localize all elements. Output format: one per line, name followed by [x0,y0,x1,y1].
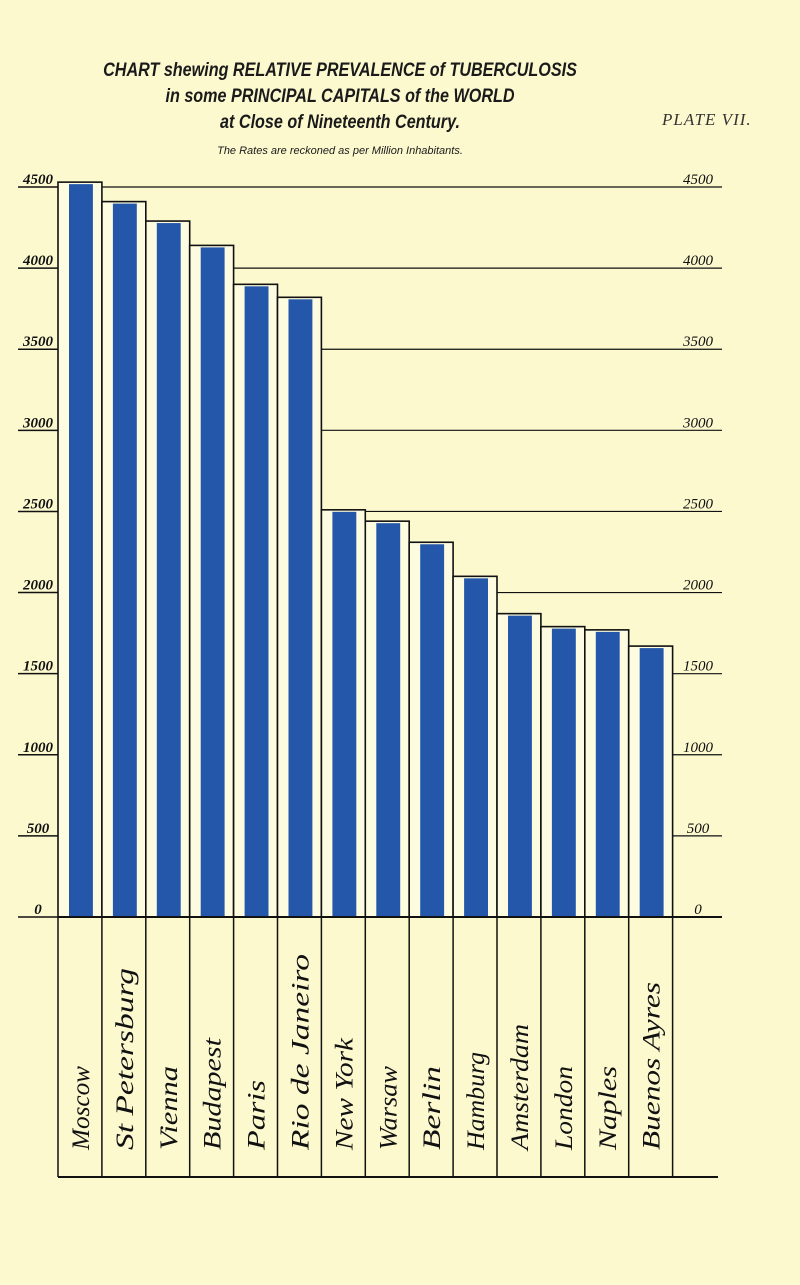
right-tick-label: 0 [694,902,702,918]
chart-title-line-1: CHART shewing RELATIVE PREVALENCE of TUB… [103,60,577,81]
category-label: St Petersburg [112,968,139,1150]
plate-label: PLATE VII. [662,110,752,129]
chart-title-line-2: in some PRINCIPAL CAPITALS of the WORLD [165,86,515,107]
bar [332,511,357,917]
left-tick-label: 0 [34,902,42,918]
chart-title-line-3: at Close of Nineteenth Century. [220,112,460,133]
right-tick-label: 2500 [683,496,714,512]
right-tick-label: 1500 [683,659,714,675]
bar [156,223,181,918]
left-tick-label: 1000 [23,740,54,756]
category-label: Rio de Janeiro [287,954,314,1151]
bar [288,299,313,917]
right-tick-label: 1000 [683,740,714,756]
category-label: Moscow [68,1066,95,1151]
bar [508,615,532,917]
right-tick-label: 500 [687,821,710,837]
bar [69,184,93,918]
category-label: Vienna [156,1066,183,1150]
bar [244,286,269,917]
chart-subtitle: The Rates are reckoned as per Million In… [217,145,463,157]
left-tick-label: 3500 [22,334,54,350]
left-tick-label: 4000 [22,253,54,269]
bar [639,648,664,917]
right-tick-label: 3500 [682,334,714,350]
category-label: Budapest [200,1037,227,1150]
category-label: New York [331,1037,358,1151]
left-tick-label: 2500 [22,496,54,512]
left-tick-label: 500 [27,821,50,837]
category-label: Hamburg [463,1052,490,1151]
right-tick-label: 4500 [683,172,714,188]
right-tick-label: 2000 [683,578,714,594]
left-tick-label: 3000 [22,415,54,431]
bar [200,247,225,917]
category-label: Berlin [419,1066,446,1150]
right-tick-label: 4000 [683,253,714,269]
category-label: Buenos Ayres [639,982,666,1150]
left-tick-label: 1500 [23,659,54,675]
category-label: Warsaw [375,1066,402,1150]
category-label: London [551,1066,578,1151]
bar [376,523,401,917]
category-label: Amsterdam [507,1024,534,1152]
bar [595,631,620,917]
right-tick-label: 3000 [682,415,714,431]
bar [551,628,576,917]
category-label: Naples [595,1066,622,1151]
bar [464,578,488,917]
left-tick-label: 4500 [22,172,54,188]
bar [420,544,445,917]
left-tick-label: 2000 [22,578,54,594]
bar [112,203,137,918]
category-label: Paris [244,1080,271,1151]
